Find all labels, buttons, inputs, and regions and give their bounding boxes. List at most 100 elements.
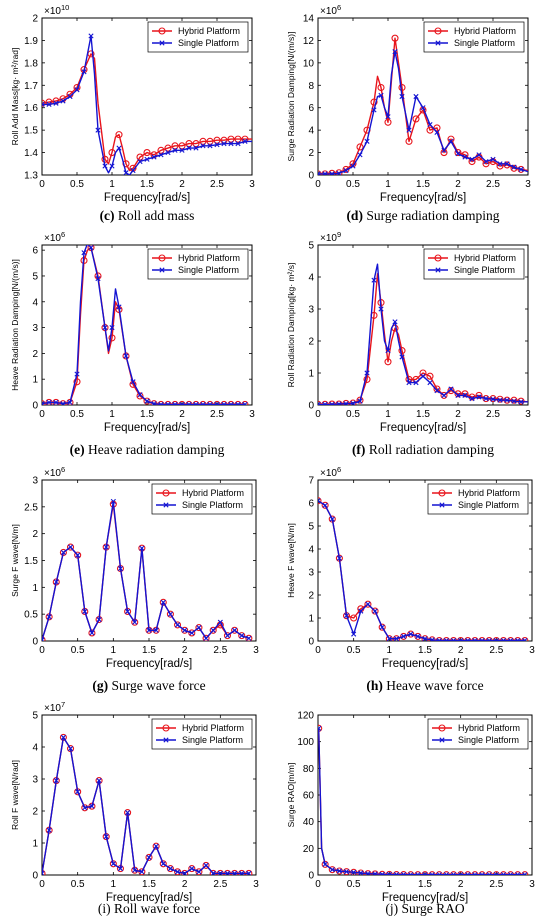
x-tick-label: 0.5 xyxy=(346,179,360,190)
series-marker-hybrid xyxy=(377,83,385,92)
series-marker-single xyxy=(322,502,328,508)
series-marker-hybrid xyxy=(213,136,221,144)
series-marker-single xyxy=(189,866,195,872)
series-marker-hybrid xyxy=(159,860,167,868)
series-marker-single xyxy=(441,392,447,398)
series-marker-single xyxy=(53,399,59,405)
y-exponent-power: 9 xyxy=(337,230,341,239)
caption-text: Heave wave force xyxy=(383,678,484,693)
series-marker-hybrid xyxy=(426,372,434,380)
series-marker-single xyxy=(130,167,136,174)
x-tick-label: 0 xyxy=(315,409,321,420)
chart-panel: 0 0.5 1 1.5 2 2.5 3 0 20 40 60 80 100 120 Frequency[ra… xyxy=(286,711,535,917)
series-marker-single xyxy=(82,805,88,811)
series-marker-single xyxy=(146,627,152,633)
series-marker-single xyxy=(479,637,485,641)
series-marker-single xyxy=(364,370,370,376)
x-tick-label: 3 xyxy=(253,879,259,890)
series-marker-single xyxy=(393,636,400,641)
series-marker-single xyxy=(358,870,364,875)
x-axis-label: Frequency[rad/s] xyxy=(104,192,190,204)
legend-label-hybrid: Hybrid Platform xyxy=(182,723,244,733)
series-marker-single xyxy=(469,396,475,402)
series-marker-single xyxy=(371,107,377,113)
y-tick-label: 3 xyxy=(32,476,38,487)
x-tick-label: 2 xyxy=(455,179,461,190)
series-marker-hybrid xyxy=(398,347,406,355)
y-exponent-power: 6 xyxy=(337,3,341,12)
series-marker-single xyxy=(497,397,503,403)
series-marker-single xyxy=(137,392,143,398)
series-marker-single xyxy=(434,388,440,394)
series-line-hybrid xyxy=(318,37,528,175)
legend-label-single: Single Platform xyxy=(458,500,519,510)
series-marker-single xyxy=(196,624,202,631)
series-marker-single xyxy=(217,870,223,875)
y-tick-label: 6 xyxy=(308,499,314,510)
series-marker-single xyxy=(385,348,391,354)
y-axis-label: Roll F wave[N/rad] xyxy=(10,760,20,830)
caption-text: Surge wave force xyxy=(108,678,206,693)
y-exponent-power: 6 xyxy=(61,465,65,474)
series-marker-single xyxy=(486,872,492,875)
series-marker-single xyxy=(103,834,109,840)
series-marker-single xyxy=(132,619,138,625)
series-marker-single xyxy=(110,861,116,867)
series-marker-single xyxy=(42,870,45,875)
series-marker-hybrid xyxy=(145,853,153,861)
series-marker-single xyxy=(242,138,248,144)
series-marker-single xyxy=(193,145,199,151)
legend-marker-hybrid xyxy=(434,27,442,35)
x-tick-label: 0.5 xyxy=(70,409,84,420)
y-tick-label: 5 xyxy=(32,711,38,722)
series-marker-single xyxy=(322,861,328,867)
panel-caption: (f) Roll radiation damping xyxy=(352,442,494,457)
series-marker-hybrid xyxy=(398,83,406,92)
series-marker-hybrid xyxy=(234,135,242,143)
series-marker-single xyxy=(116,304,122,310)
y-tick-label: 2 xyxy=(308,148,314,159)
y-tick-label: 0 xyxy=(308,637,314,648)
series-marker-hybrid xyxy=(447,387,455,395)
series-marker-hybrid xyxy=(66,543,75,551)
series-marker-single xyxy=(318,498,321,504)
y-axis-label: Surge F wave[N/m] xyxy=(10,524,20,597)
series-marker-single xyxy=(318,725,322,731)
legend-box xyxy=(147,248,249,280)
caption-letter: (e) xyxy=(70,442,85,457)
series-marker-single xyxy=(329,867,335,873)
series-marker-single xyxy=(329,401,335,405)
series-marker-single xyxy=(483,158,489,165)
series-marker-single xyxy=(392,49,398,55)
series-marker-hybrid xyxy=(400,632,408,640)
series-marker-single xyxy=(144,156,150,162)
caption-text: Roll radiation damping xyxy=(365,442,494,457)
y-tick-label: 1.8 xyxy=(24,58,38,69)
series-marker-single xyxy=(415,633,421,639)
series-marker-hybrid xyxy=(202,634,210,641)
y-tick-label: 6 xyxy=(32,246,38,257)
series-group xyxy=(318,263,528,405)
series-marker-single xyxy=(182,870,188,875)
series-marker-single xyxy=(436,637,442,641)
y-exponent-power: 10 xyxy=(61,3,69,12)
series-marker-single xyxy=(235,401,241,405)
series-marker-single xyxy=(472,872,478,875)
x-tick-label: 2.5 xyxy=(489,879,503,890)
series-marker-hybrid xyxy=(405,137,413,145)
y-tick-label: 4 xyxy=(308,273,314,284)
series-marker-hybrid xyxy=(42,869,46,875)
y-tick-label: 4 xyxy=(308,126,314,137)
legend-marker-single xyxy=(159,40,165,46)
series-marker-single xyxy=(60,401,66,405)
y-tick-label: 1 xyxy=(32,583,38,594)
series-marker-single xyxy=(117,866,124,872)
series-marker-hybrid xyxy=(461,390,469,398)
series-marker-single xyxy=(46,614,52,620)
series-marker-hybrid xyxy=(350,614,358,622)
series-marker-single xyxy=(153,843,159,849)
series-marker-single xyxy=(427,121,433,128)
series-marker-hybrid xyxy=(370,98,378,106)
series-marker-single xyxy=(88,33,94,39)
series-line-single xyxy=(42,736,249,875)
